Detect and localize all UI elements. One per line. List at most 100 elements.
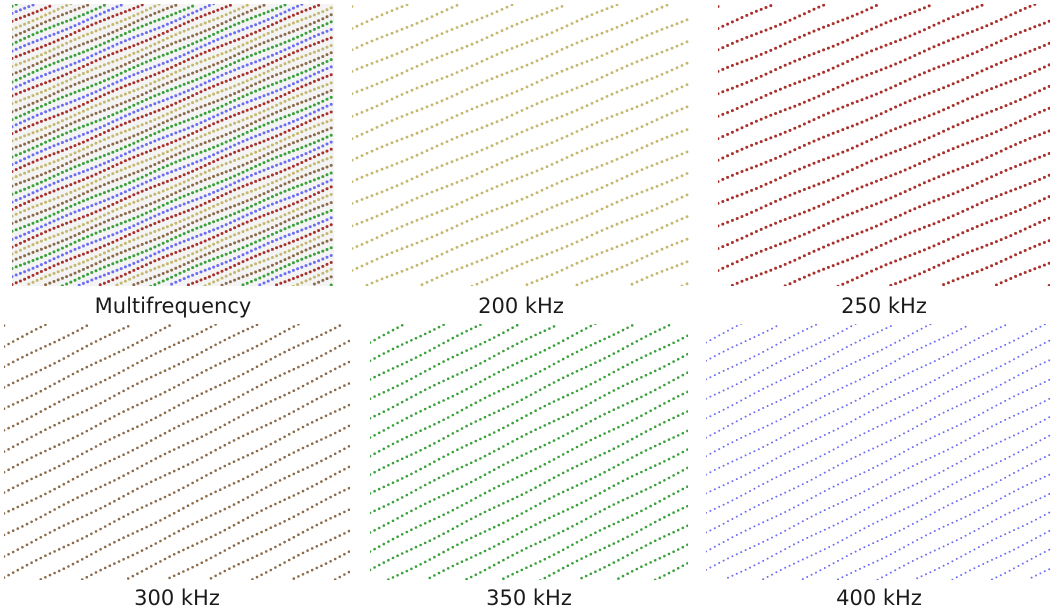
- swath-line: [209, 508, 350, 580]
- swath-line: [718, 19, 1050, 162]
- swath-line: [706, 378, 1051, 553]
- swath-line: [1030, 568, 1051, 579]
- swath-line: [370, 390, 688, 553]
- swath-line: [837, 473, 1051, 580]
- swath-line: [12, 102, 333, 241]
- swath-line: [12, 4, 178, 76]
- swath-line: [836, 195, 1050, 286]
- swath-line: [12, 4, 123, 53]
- swath-line: [370, 334, 688, 495]
- swath-line: [4, 324, 171, 410]
- swath-line: [12, 73, 333, 211]
- swath-line: [12, 140, 333, 279]
- swath-line: [4, 360, 350, 537]
- swath-line: [12, 81, 333, 218]
- swath-line: [352, 5, 564, 96]
- swath-line: [370, 324, 519, 400]
- swath-line: [352, 4, 669, 140]
- swath-line: [12, 4, 232, 98]
- swath-line: [12, 4, 35, 15]
- swath-line: [170, 216, 333, 286]
- panel-400khz: [706, 324, 1052, 580]
- swath-line: [730, 152, 1050, 286]
- swath-line: [12, 4, 249, 106]
- swath-line: [352, 4, 619, 118]
- swath-line: [370, 324, 445, 363]
- swath-line: [370, 325, 556, 420]
- swath-line: [1047, 284, 1050, 286]
- swath-line: [352, 5, 354, 8]
- swath-line: [220, 238, 333, 286]
- swath-line: [27, 155, 333, 286]
- swath-line: [168, 486, 350, 580]
- swath-line: [718, 5, 720, 8]
- swath-line: [653, 562, 688, 580]
- swath-line: [4, 403, 350, 579]
- swath-line: [126, 465, 350, 580]
- swath-line: [718, 106, 1050, 250]
- swath-line: [258, 254, 333, 286]
- swath-line: [352, 61, 689, 205]
- swath-line: [12, 36, 333, 173]
- swath-line: [60, 171, 333, 286]
- panel-multifrequency: [12, 4, 334, 286]
- swath-line: [718, 4, 826, 52]
- swath-line: [876, 493, 1051, 580]
- panel-multifrequency-canvas: [12, 4, 334, 286]
- swath-line: [12, 118, 333, 256]
- swath-line: [292, 550, 350, 580]
- swath-line: [12, 4, 161, 68]
- swath-line: [942, 239, 1050, 286]
- swath-line: [502, 485, 688, 580]
- swath-line: [4, 325, 130, 389]
- swath-line: [706, 324, 743, 344]
- swath-line: [718, 129, 1050, 272]
- swath-line: [718, 4, 773, 30]
- swath-line: [312, 275, 333, 286]
- panel-200khz-canvas: [352, 4, 689, 286]
- swath-line: [203, 230, 333, 286]
- swath-line: [352, 128, 689, 272]
- swath-line: [4, 324, 47, 348]
- swath-line: [12, 4, 287, 122]
- swath-line: [718, 41, 1050, 184]
- swath-line: [4, 324, 342, 494]
- panel-multifrequency-caption: Multifrequency: [94, 294, 252, 318]
- panel-250khz-canvas: [718, 4, 1050, 286]
- swath-line: [525, 215, 689, 286]
- swath-line: [12, 4, 195, 84]
- swath-line: [12, 4, 52, 23]
- swath-line: [291, 267, 333, 286]
- swath-line: [352, 4, 514, 73]
- swath-line: [12, 4, 106, 46]
- swath-line: [718, 4, 1037, 141]
- swath-line: [132, 201, 333, 286]
- panel-300khz: [4, 324, 350, 580]
- swath-line: [420, 172, 689, 286]
- panel-350khz-canvas: [370, 324, 688, 580]
- swath-line: [370, 324, 634, 458]
- swath-line: [706, 324, 1007, 476]
- swath-line: [706, 324, 932, 439]
- swath-line: [352, 40, 689, 183]
- swath-line: [12, 110, 333, 249]
- swath-line: [994, 261, 1050, 286]
- swath-line: [706, 325, 967, 458]
- swath-line: [706, 397, 1051, 571]
- swath-line: [470, 193, 689, 286]
- swath-line: [4, 339, 350, 515]
- swath-line: [12, 6, 333, 143]
- panel-200khz-caption: 200 kHz: [478, 294, 564, 318]
- swath-line: [365, 150, 689, 286]
- swath-line: [718, 4, 984, 118]
- swath-line: [370, 324, 482, 381]
- swath-line: [575, 237, 689, 286]
- swath-line: [352, 105, 689, 250]
- swath-line: [680, 282, 689, 286]
- panel-300khz-canvas: [4, 324, 350, 580]
- panel-300khz-caption: 300 kHz: [134, 586, 220, 610]
- swath-line: [428, 448, 688, 580]
- swath-line: [12, 4, 304, 129]
- swath-line: [465, 466, 688, 580]
- swath-line: [4, 324, 300, 474]
